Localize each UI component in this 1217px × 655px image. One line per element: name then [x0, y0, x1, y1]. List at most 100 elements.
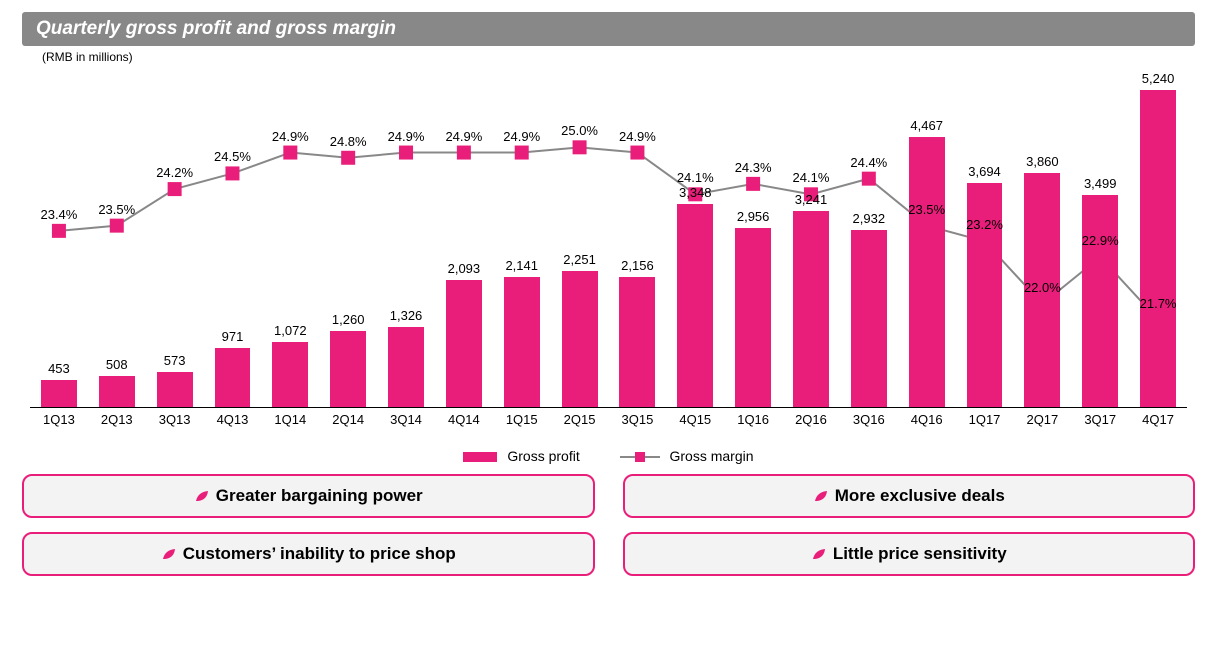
- margin-marker: [400, 147, 412, 159]
- x-tick-label: 3Q16: [853, 412, 885, 427]
- x-tick-label: 3Q14: [390, 412, 422, 427]
- x-tick-label: 4Q15: [679, 412, 711, 427]
- margin-value-label: 23.2%: [966, 217, 1003, 232]
- x-tick-label: 1Q16: [737, 412, 769, 427]
- legend-line-label: Gross margin: [670, 448, 754, 464]
- margin-marker: [342, 152, 354, 164]
- x-tick-label: 2Q13: [101, 412, 133, 427]
- bar: [99, 376, 135, 407]
- margin-value-label: 24.9%: [272, 129, 309, 144]
- margin-value-label: 23.4%: [40, 207, 77, 222]
- bar: [157, 372, 193, 407]
- margin-marker: [226, 167, 238, 179]
- bar-value-label: 1,260: [332, 312, 365, 327]
- chart-legend: Gross profit Gross margin: [22, 448, 1195, 464]
- x-tick-label: 4Q16: [911, 412, 943, 427]
- legend-line-swatch: [620, 450, 660, 464]
- legend-bar-swatch: [463, 452, 497, 462]
- x-tick-label: 2Q14: [332, 412, 364, 427]
- margin-value-label: 22.0%: [1024, 280, 1061, 295]
- leaf-icon: [161, 546, 179, 562]
- margin-value-label: 24.5%: [214, 149, 251, 164]
- bar: [909, 137, 945, 407]
- x-tick-label: 2Q15: [564, 412, 596, 427]
- callout-box: Customers’ inability to price shop: [22, 532, 595, 576]
- bar-value-label: 453: [48, 361, 70, 376]
- bar: [272, 342, 308, 407]
- leaf-icon: [811, 546, 829, 562]
- bar-value-label: 1,326: [390, 308, 423, 323]
- subtitle: (RMB in millions): [42, 50, 1195, 64]
- margin-value-label: 24.9%: [503, 129, 540, 144]
- callout-box: Little price sensitivity: [623, 532, 1196, 576]
- bar-value-label: 4,467: [910, 118, 943, 133]
- bar-value-label: 573: [164, 353, 186, 368]
- margin-marker: [458, 147, 470, 159]
- margin-value-label: 22.9%: [1082, 233, 1119, 248]
- margin-value-label: 24.1%: [677, 170, 714, 185]
- combo-chart: 4535085739711,0721,2601,3262,0932,1412,2…: [22, 68, 1195, 468]
- bar: [562, 271, 598, 407]
- bar-value-label: 2,156: [621, 258, 654, 273]
- bar: [215, 348, 251, 407]
- margin-marker: [516, 147, 528, 159]
- x-tick-label: 3Q13: [159, 412, 191, 427]
- bar-value-label: 971: [222, 329, 244, 344]
- margin-marker: [631, 147, 643, 159]
- callout-text: Little price sensitivity: [833, 544, 1007, 564]
- x-axis-labels: 1Q13 2Q13 3Q13 4Q13 1Q14 2Q14 3Q14 4Q14 1Q15 2Q15…: [30, 412, 1187, 434]
- margin-value-label: 21.7%: [1140, 296, 1177, 311]
- bar-value-label: 1,072: [274, 323, 307, 338]
- margin-value-label: 24.9%: [619, 129, 656, 144]
- bar-value-label: 3,348: [679, 185, 712, 200]
- bar: [446, 280, 482, 407]
- callout-text: Customers’ inability to price shop: [183, 544, 456, 564]
- bar: [504, 277, 540, 407]
- margin-marker: [169, 183, 181, 195]
- bar: [330, 331, 366, 407]
- plot-area: 4535085739711,0721,2601,3262,0932,1412,2…: [30, 68, 1187, 408]
- bar: [388, 327, 424, 407]
- callout-box: More exclusive deals: [623, 474, 1196, 518]
- margin-value-label: 24.9%: [388, 129, 425, 144]
- callout-text: Greater bargaining power: [216, 486, 423, 506]
- bar-value-label: 3,694: [968, 164, 1001, 179]
- bar-value-label: 3,860: [1026, 154, 1059, 169]
- bar: [1082, 195, 1118, 407]
- margin-value-label: 24.4%: [850, 155, 887, 170]
- margin-value-label: 24.9%: [445, 129, 482, 144]
- bar-value-label: 3,241: [795, 192, 828, 207]
- x-tick-label: 2Q17: [1026, 412, 1058, 427]
- bar-value-label: 3,499: [1084, 176, 1117, 191]
- margin-marker: [863, 173, 875, 185]
- bar-value-label: 2,956: [737, 209, 770, 224]
- margin-marker: [53, 225, 65, 237]
- x-tick-label: 1Q15: [506, 412, 538, 427]
- callout-text: More exclusive deals: [835, 486, 1005, 506]
- callout-box: Greater bargaining power: [22, 474, 595, 518]
- margin-marker: [574, 141, 586, 153]
- bar: [41, 380, 77, 407]
- bar: [1140, 90, 1176, 407]
- x-tick-label: 1Q14: [274, 412, 306, 427]
- x-tick-label: 3Q17: [1084, 412, 1116, 427]
- title-bar: Quarterly gross profit and gross margin: [22, 12, 1195, 46]
- bar: [735, 228, 771, 407]
- x-tick-label: 1Q17: [969, 412, 1001, 427]
- margin-value-label: 24.8%: [330, 134, 367, 149]
- leaf-icon: [813, 488, 831, 504]
- bar: [851, 230, 887, 407]
- x-tick-label: 2Q16: [795, 412, 827, 427]
- x-tick-label: 4Q13: [217, 412, 249, 427]
- bar: [619, 277, 655, 408]
- margin-marker: [747, 178, 759, 190]
- bar-value-label: 5,240: [1142, 71, 1175, 86]
- bar: [793, 211, 829, 407]
- x-tick-label: 4Q14: [448, 412, 480, 427]
- bar-value-label: 2,932: [853, 211, 886, 226]
- margin-value-label: 24.3%: [735, 160, 772, 175]
- bar: [677, 204, 713, 407]
- x-tick-label: 1Q13: [43, 412, 75, 427]
- bar-value-label: 2,093: [448, 261, 481, 276]
- margin-value-label: 23.5%: [908, 202, 945, 217]
